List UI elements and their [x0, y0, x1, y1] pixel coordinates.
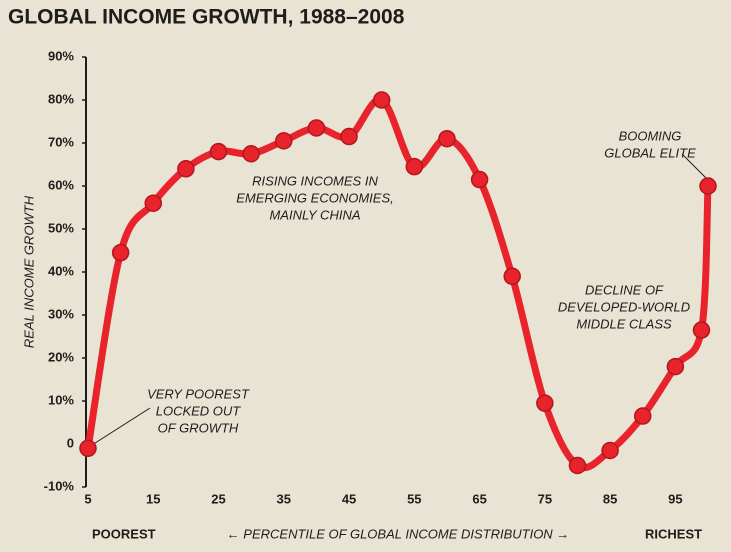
- y-tick-label: 0: [67, 435, 74, 450]
- y-tick-label: 90%: [48, 48, 74, 63]
- y-tick-label: 60%: [48, 177, 74, 192]
- annotation: VERY POOREST: [147, 386, 250, 401]
- data-point: [405, 157, 424, 176]
- data-point: [144, 194, 163, 212]
- data-point: [666, 357, 685, 376]
- data-point: [209, 142, 228, 161]
- data-point: [699, 177, 717, 195]
- annotation: MIDDLE CLASS: [576, 316, 672, 331]
- data-point: [340, 127, 358, 146]
- annotation: OF GROWTH: [158, 420, 239, 435]
- x-tick-label: 15: [146, 491, 160, 506]
- data-point: [177, 160, 195, 178]
- data-point: [307, 119, 326, 137]
- data-point: [568, 456, 587, 475]
- y-axis-label: REAL INCOME GROWTH: [21, 195, 36, 348]
- data-point: [470, 170, 489, 189]
- annotation: LOCKED OUT: [156, 403, 242, 418]
- data-point: [503, 267, 521, 286]
- chart-title: GLOBAL INCOME GROWTH, 1988–2008: [8, 6, 405, 29]
- annotation: DEVELOPED-WORLD: [558, 299, 690, 314]
- x-tick-label: 85: [603, 491, 617, 506]
- annotation: BOOMING: [619, 128, 682, 143]
- data-point: [692, 321, 711, 339]
- y-tick-label: 40%: [48, 263, 74, 278]
- x-right-label: RICHEST: [645, 526, 702, 541]
- data-point: [242, 145, 260, 163]
- leader-line: [681, 153, 707, 179]
- y-tick-label: 20%: [48, 349, 74, 364]
- x-tick-label: 55: [407, 491, 421, 506]
- data-point: [79, 439, 97, 458]
- x-tick-label: 75: [538, 491, 552, 506]
- data-point: [633, 407, 652, 425]
- data-point: [372, 91, 391, 109]
- data-point: [275, 132, 293, 150]
- y-tick-label: 30%: [48, 306, 74, 321]
- y-tick-label: 70%: [48, 134, 74, 149]
- data-point: [536, 394, 554, 412]
- data-point: [111, 243, 130, 262]
- x-axis-label: ← PERCENTILE OF GLOBAL INCOME DISTRIBUTI…: [227, 526, 570, 541]
- annotation: DECLINE OF: [585, 282, 664, 297]
- data-point: [601, 441, 619, 460]
- data-point: [438, 129, 456, 148]
- annotation: EMERGING ECONOMIES,: [236, 190, 393, 205]
- x-tick-label: 95: [668, 491, 682, 506]
- annotation: RISING INCOMES IN: [252, 173, 378, 188]
- annotation: GLOBAL ELITE: [604, 145, 696, 160]
- y-tick-label: 50%: [48, 220, 74, 235]
- x-tick-label: 35: [277, 491, 291, 506]
- y-tick-label: 80%: [48, 91, 74, 106]
- x-tick-label: 5: [84, 491, 91, 506]
- x-tick-label: 65: [472, 491, 486, 506]
- y-tick-label: -10%: [44, 478, 75, 493]
- annotation: MAINLY CHINA: [269, 207, 360, 222]
- y-tick-label: 10%: [48, 392, 74, 407]
- leader-line: [91, 407, 151, 446]
- x-left-label: POOREST: [92, 526, 156, 541]
- x-tick-label: 25: [211, 491, 225, 506]
- x-tick-label: 45: [342, 491, 356, 506]
